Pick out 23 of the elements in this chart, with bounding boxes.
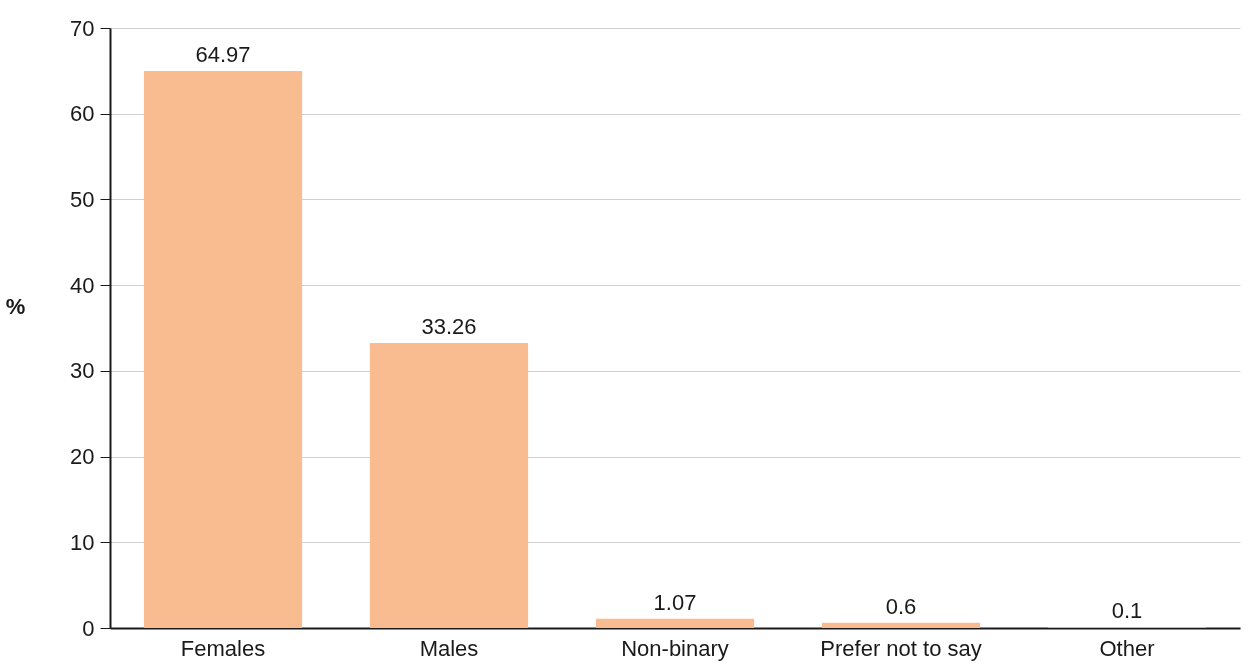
data-label: 0.6 (885, 593, 917, 619)
y-tick-label: 0 (82, 615, 95, 641)
x-tick-label: Prefer not to say (820, 635, 982, 661)
y-tick-label: 50 (70, 186, 95, 212)
bar (369, 342, 529, 628)
data-label: 33.26 (421, 313, 477, 339)
x-tick-label: Non-binary (621, 635, 729, 661)
data-label: 64.97 (195, 42, 251, 68)
x-tick-label: Females (180, 635, 266, 661)
data-label: 0.1 (1111, 598, 1143, 624)
y-tick-label: 70 (70, 15, 95, 41)
y-tick-label: 20 (70, 444, 95, 470)
y-tick-label: 40 (70, 272, 95, 298)
bar (143, 71, 303, 628)
y-tick-label: 60 (70, 101, 95, 127)
x-tick-label: Other (1099, 635, 1155, 661)
y-axis-title: % (5, 293, 26, 319)
y-tick-label: 10 (70, 529, 95, 555)
data-label: 1.07 (653, 589, 697, 615)
y-tick-label: 30 (70, 358, 95, 384)
x-tick-label: Males (419, 635, 479, 661)
bar (821, 622, 981, 628)
bar (595, 618, 755, 628)
